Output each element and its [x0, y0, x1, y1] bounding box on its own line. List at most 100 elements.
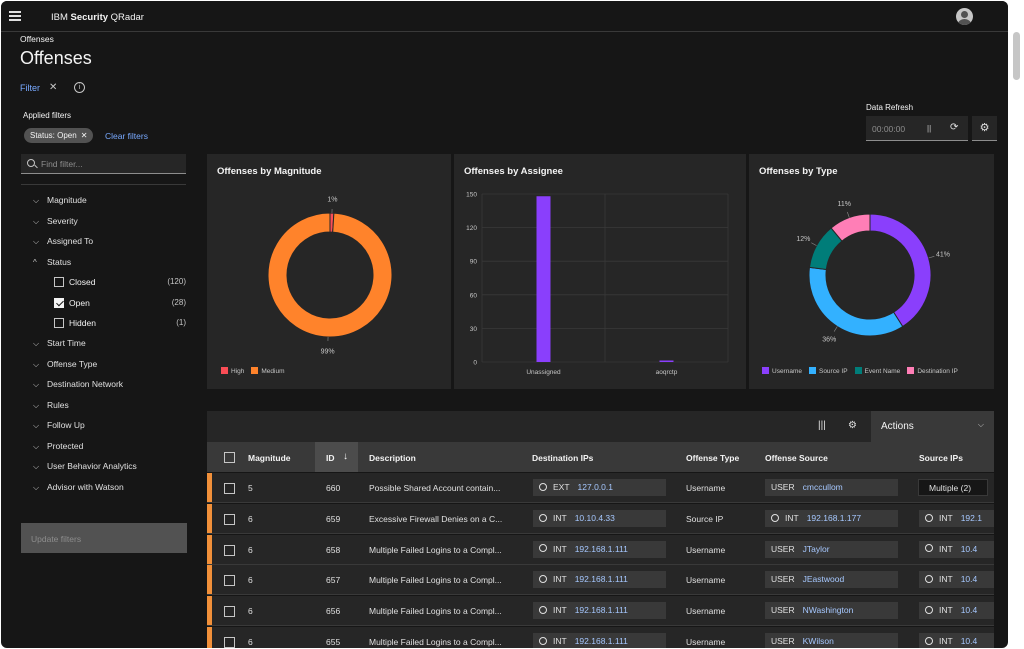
row-select-checkbox[interactable]	[224, 606, 235, 618]
bar-unassigned[interactable]	[536, 196, 551, 362]
column-header-destination-ips[interactable]: Destination IPs	[532, 453, 594, 463]
legend-entry-destination-ip[interactable]: Destination IP	[907, 367, 958, 375]
filter-category-protected[interactable]: ⌵ Protected	[33, 441, 83, 452]
table-settings-icon[interactable]: ⚙	[848, 420, 857, 431]
offense-source-tag[interactable]: USER KWilson	[765, 633, 898, 648]
destination-ip-tag[interactable]: INT 192.168.1.111	[533, 540, 666, 558]
status-filter-chip[interactable]: Status: Open ✕	[24, 128, 94, 143]
legend-entry-high[interactable]: High	[221, 367, 244, 375]
donut-slice-username[interactable]	[869, 213, 932, 328]
table-row[interactable]: 5 660 Possible Shared Account contain... EX…	[207, 473, 994, 503]
table-header: Magnitude ID ↓ Description Destination I…	[207, 442, 994, 472]
sort-arrow-icon[interactable]: ↓	[343, 451, 348, 462]
row-select-checkbox[interactable]	[224, 637, 235, 648]
bar-aoqrctp[interactable]	[659, 360, 674, 363]
offense-source-tag[interactable]: USER JTaylor	[765, 540, 898, 558]
filter-category-destination-network[interactable]: ⌵ Destination Network	[33, 379, 123, 390]
user-avatar-icon[interactable]	[956, 8, 973, 25]
source-ip-tag[interactable]: INT 10.4	[919, 633, 994, 648]
scrollbar-thumb[interactable]	[1013, 32, 1020, 80]
destination-ip-tag[interactable]: INT 192.168.1.111	[533, 633, 666, 648]
source-ip-tag[interactable]: INT 10.4	[919, 540, 994, 558]
legend-entry-source-ip[interactable]: Source IP	[808, 367, 848, 375]
breadcrumb[interactable]: Offenses	[20, 34, 54, 44]
pause-icon[interactable]: ||	[927, 124, 932, 133]
row-select-checkbox[interactable]	[224, 483, 235, 494]
product-brand[interactable]: IBM Security QRadar	[51, 12, 144, 23]
filter-category-assigned-to[interactable]: ⌵ Assigned To	[33, 236, 93, 247]
row-select-checkbox[interactable]	[224, 513, 235, 525]
row-select-checkbox[interactable]	[224, 544, 235, 556]
reload-icon[interactable]: ⟳	[950, 122, 959, 133]
offense-source-tag[interactable]: USER JEastwood	[765, 571, 898, 589]
filter-category-offense-type[interactable]: ⌵ Offense Type	[33, 359, 97, 370]
legend-entry-username[interactable]: Username	[762, 367, 802, 375]
filter-category-user-behavior-analytics[interactable]: ⌵ User Behavior Analytics	[33, 461, 137, 472]
chip-close-icon[interactable]: ✕	[80, 131, 88, 140]
donut-slice-destination-ip[interactable]	[830, 213, 871, 242]
column-header-magnitude[interactable]: Magnitude	[248, 453, 291, 463]
y-tick-label: 150	[466, 192, 477, 199]
cell-description[interactable]: Multiple Failed Logins to a Compl...	[369, 544, 502, 555]
offense-source-tag[interactable]: USER NWashington	[765, 602, 898, 620]
cell-description[interactable]: Multiple Failed Logins to a Compl...	[369, 606, 502, 617]
column-header-offense-type[interactable]: Offense Type	[686, 453, 740, 463]
filter-category-severity[interactable]: ⌵ Severity	[33, 216, 78, 227]
cell-description[interactable]: Multiple Failed Logins to a Compl...	[369, 637, 502, 647]
status-option-open[interactable]: Open (28)	[54, 297, 186, 309]
donut-slice-source-ip[interactable]	[808, 266, 904, 337]
destination-ip-tag[interactable]: INT 192.168.1.111	[533, 602, 666, 620]
filter-category-magnitude[interactable]: ⌵ Magnitude	[33, 195, 87, 206]
x-tick-label: Unassigned	[526, 369, 561, 376]
filter-category-status[interactable]: ^ Status	[33, 257, 71, 267]
close-filter-icon[interactable]: ✕	[49, 82, 58, 93]
table-row[interactable]: 6 656 Multiple Failed Logins to a Compl...…	[207, 596, 994, 627]
table-row[interactable]: 6 658 Multiple Failed Logins to a Compl...…	[207, 534, 994, 565]
donut-slice-medium[interactable]	[267, 212, 393, 338]
table-row[interactable]: 6 659 Excessive Firewall Denies on a C... I…	[207, 503, 994, 534]
page-scrollbar[interactable]	[1010, 0, 1024, 649]
info-icon[interactable]: i	[74, 82, 85, 93]
destination-ip-tag[interactable]: INT 10.10.4.33	[533, 509, 666, 527]
destination-ip-tag[interactable]: INT 192.168.1.111	[533, 571, 666, 589]
filter-category-rules[interactable]: ⌵ Rules	[33, 400, 69, 411]
filter-category-start-time[interactable]: ⌵ Start Time	[33, 338, 86, 349]
table-row[interactable]: 6 655 Multiple Failed Logins to a Compl...…	[207, 627, 994, 648]
filter-category-follow-up[interactable]: ⌵ Follow Up	[33, 420, 85, 431]
cell-description[interactable]: Excessive Firewall Denies on a C...	[369, 513, 503, 524]
refresh-settings-gear-icon[interactable]: ⚙	[972, 116, 997, 141]
update-filters-button[interactable]: Update filters	[21, 523, 187, 553]
legend-entry-medium[interactable]: Medium	[251, 367, 285, 375]
hamburger-menu-icon[interactable]	[9, 11, 21, 21]
offense-source-tag[interactable]: INT 192.168.1.177	[765, 509, 898, 527]
status-checkbox[interactable]	[54, 317, 64, 328]
status-option-hidden[interactable]: Hidden (1)	[54, 317, 186, 329]
slice-value-label: 11%	[838, 201, 852, 208]
source-ip-tag[interactable]: INT 192.1	[919, 509, 994, 527]
actions-dropdown[interactable]: Actions ⌵	[871, 411, 994, 442]
status-checkbox[interactable]	[54, 276, 64, 287]
filter-toggle-link[interactable]: Filter	[20, 83, 40, 93]
table-row[interactable]: 6 657 Multiple Failed Logins to a Compl...…	[207, 565, 994, 596]
status-option-closed[interactable]: Closed (120)	[54, 276, 186, 288]
source-ips-multiple[interactable]: Multiple (2)	[918, 479, 988, 496]
source-ip-tag[interactable]: INT 10.4	[919, 571, 994, 589]
source-ip-tag[interactable]: INT 10.4	[919, 602, 994, 620]
clear-filters-link[interactable]: Clear filters	[105, 131, 148, 141]
row-select-checkbox[interactable]	[224, 575, 235, 587]
chevron-down-icon: ⌵	[33, 380, 40, 389]
column-header-description[interactable]: Description	[369, 453, 416, 463]
legend-entry-event-name[interactable]: Event Name	[854, 367, 900, 375]
column-header-id[interactable]: ID	[326, 453, 335, 463]
column-header-source-ips[interactable]: Source IPs	[919, 453, 963, 463]
status-checkbox[interactable]	[54, 297, 64, 308]
column-header-offense-source[interactable]: Offense Source	[765, 453, 828, 463]
select-all-checkbox[interactable]	[224, 452, 235, 463]
find-filter-input[interactable]	[41, 157, 181, 171]
cell-description[interactable]: Possible Shared Account contain...	[369, 483, 501, 493]
destination-ip-tag[interactable]: EXT 127.0.0.1	[533, 479, 666, 496]
cell-description[interactable]: Multiple Failed Logins to a Compl...	[369, 575, 502, 586]
columns-icon[interactable]: |||	[818, 420, 826, 431]
offense-source-tag[interactable]: USER cmccullom	[765, 479, 898, 496]
filter-category-advisor-with-watson[interactable]: ⌵ Advisor with Watson	[33, 482, 124, 493]
